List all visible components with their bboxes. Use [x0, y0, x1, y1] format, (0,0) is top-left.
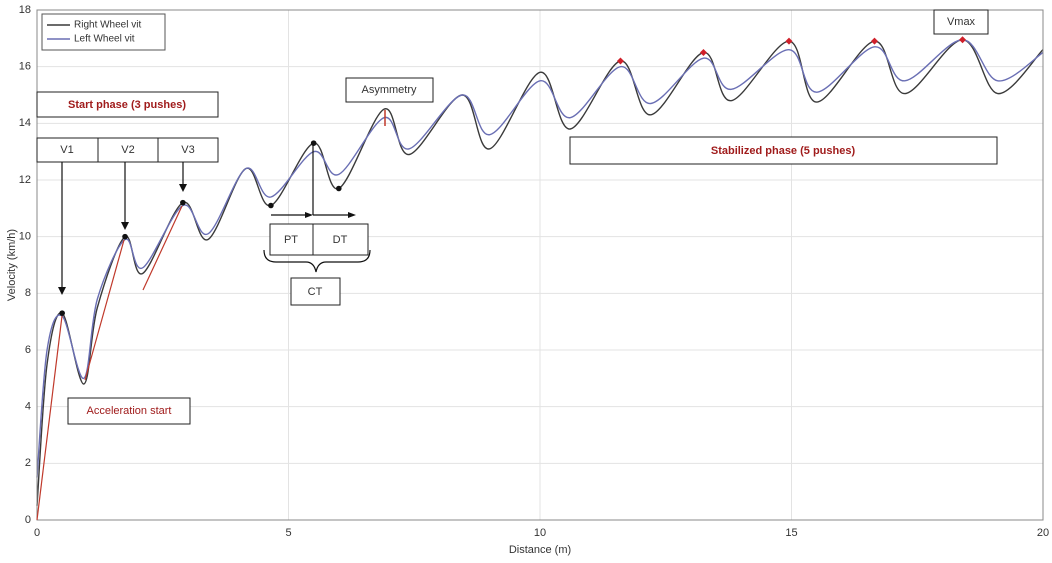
- accel-line: [142, 205, 183, 291]
- acceleration-label: Acceleration start: [87, 405, 172, 417]
- x-tick-label: 0: [34, 527, 40, 539]
- v1-box: [36, 137, 99, 163]
- peak-marker: [699, 49, 707, 56]
- peak-dot: [122, 233, 128, 240]
- start-phase-box: [36, 91, 219, 118]
- x-axis-label: Distance (m): [509, 544, 571, 556]
- accel-line: [36, 315, 63, 521]
- arrow-head: [179, 184, 187, 192]
- asymmetry-label: Asymmetry: [362, 84, 418, 96]
- plot-frame: [36, 9, 1044, 521]
- series-line: [36, 39, 1044, 478]
- vmax-box: [933, 9, 989, 35]
- arrow-head: [305, 212, 313, 218]
- annotations: Start phase (3 pushes) V1 V2 V3 Asymmetr…: [36, 9, 998, 521]
- v1-label: V1: [60, 144, 73, 156]
- legend-label: Right Wheel vit: [74, 20, 141, 31]
- y-tick-label: 12: [19, 174, 31, 186]
- peak-dot: [336, 185, 342, 192]
- stabilized-box: [569, 136, 998, 165]
- peak-dot: [59, 310, 65, 316]
- y-tick-label: 18: [19, 4, 31, 16]
- ct-box: [290, 277, 341, 306]
- arrow-head: [348, 212, 356, 218]
- legend: Right Wheel vit Left Wheel vit: [41, 13, 166, 51]
- lines: [36, 39, 1044, 506]
- pt-label: PT: [284, 234, 298, 246]
- arrow-head: [121, 222, 129, 230]
- peak-dot: [180, 199, 186, 206]
- legend-box: [41, 13, 166, 51]
- arrow-head: [58, 287, 66, 295]
- vmax-label: Vmax: [947, 16, 976, 28]
- acceleration-box: [67, 397, 191, 425]
- ct-label: CT: [308, 286, 323, 298]
- stabilized-label: Stabilized phase (5 pushes): [711, 145, 856, 157]
- y-tick-label: 16: [19, 61, 31, 73]
- y-tick-label: 2: [25, 457, 31, 469]
- x-tick-label: 15: [785, 527, 797, 539]
- dt-box: [312, 223, 369, 256]
- v3-label: V3: [181, 144, 194, 156]
- y-tick-label: 6: [25, 344, 31, 356]
- x-tick-label: 10: [534, 527, 546, 539]
- y-tick-label: 10: [19, 231, 31, 243]
- y-tick-label: 14: [19, 117, 31, 129]
- v2-box: [97, 137, 159, 163]
- peak-marker: [870, 37, 878, 45]
- legend-label: Left Wheel vit: [74, 34, 135, 45]
- asymmetry-box: [345, 77, 434, 103]
- y-tick-label: 8: [25, 287, 31, 299]
- y-axis-label: Velocity (km/h): [6, 229, 18, 301]
- start-phase-label: Start phase (3 pushes): [68, 99, 186, 111]
- v2-label: V2: [121, 144, 134, 156]
- peak-dot: [310, 140, 317, 146]
- peak-dot: [268, 202, 274, 209]
- dt-label: DT: [333, 234, 348, 246]
- v3-box: [157, 137, 219, 163]
- peak-marker: [616, 57, 624, 65]
- y-tick-label: 0: [25, 514, 31, 526]
- y-tick-label: 4: [25, 401, 31, 413]
- brace: [263, 249, 371, 273]
- peak-marker: [785, 37, 793, 45]
- peak-marker: [959, 36, 967, 44]
- x-tick-label: 5: [285, 527, 291, 539]
- dots: [59, 36, 967, 316]
- accel-line: [84, 239, 125, 381]
- x-tick-label: 20: [1037, 527, 1049, 539]
- grid: [36, 9, 1044, 521]
